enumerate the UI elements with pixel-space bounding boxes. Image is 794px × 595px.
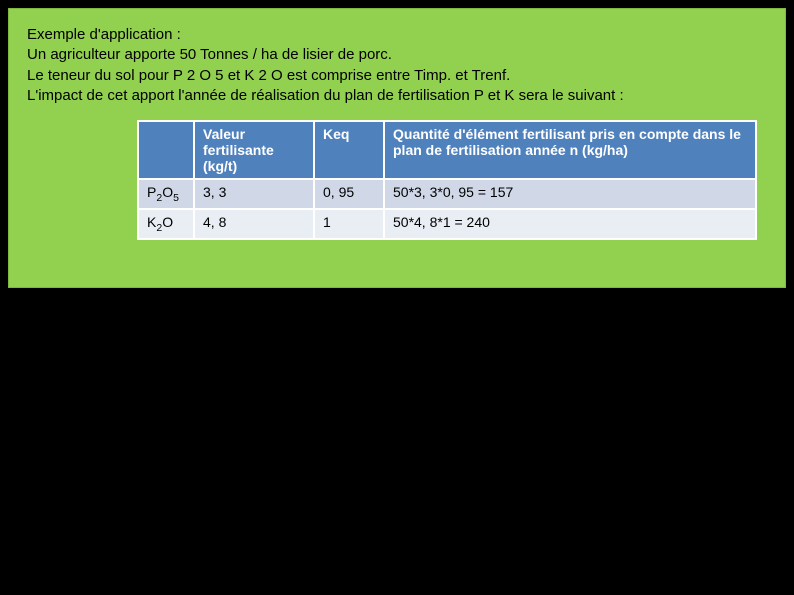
cell-keq: 1 bbox=[314, 209, 384, 239]
example-panel: Exemple d'application : Un agriculteur a… bbox=[8, 8, 786, 288]
cell-quantite: 50*4, 8*1 = 240 bbox=[384, 209, 756, 239]
intro-line-1: Un agriculteur apporte 50 Tonnes / ha de… bbox=[27, 45, 767, 65]
col-header-quantite: Quantité d'élément fertilisant pris en c… bbox=[384, 121, 756, 179]
table-row: P2O5 3, 3 0, 95 50*3, 3*0, 95 = 157 bbox=[138, 179, 756, 209]
intro-line-3: L'impact de cet apport l'année de réalis… bbox=[27, 86, 767, 106]
col-header-keq: Keq bbox=[314, 121, 384, 179]
col-header-blank bbox=[138, 121, 194, 179]
fertilisation-table: Valeur fertilisante (kg/t) Keq Quantité … bbox=[137, 120, 757, 240]
cell-valeur: 3, 3 bbox=[194, 179, 314, 209]
intro-line-2: Le teneur du sol pour P 2 O 5 et K 2 O e… bbox=[27, 66, 767, 86]
intro-title: Exemple d'application : bbox=[27, 26, 181, 43]
cell-quantite: 50*3, 3*0, 95 = 157 bbox=[384, 179, 756, 209]
cell-keq: 0, 95 bbox=[314, 179, 384, 209]
table-body: P2O5 3, 3 0, 95 50*3, 3*0, 95 = 157 K2O … bbox=[138, 179, 756, 239]
cell-element: P2O5 bbox=[138, 179, 194, 209]
cell-valeur: 4, 8 bbox=[194, 209, 314, 239]
col-header-valeur: Valeur fertilisante (kg/t) bbox=[194, 121, 314, 179]
table-header-row: Valeur fertilisante (kg/t) Keq Quantité … bbox=[138, 121, 756, 179]
fertilisation-table-wrap: Valeur fertilisante (kg/t) Keq Quantité … bbox=[137, 120, 757, 240]
cell-element: K2O bbox=[138, 209, 194, 239]
intro-text: Exemple d'application : Un agriculteur a… bbox=[27, 25, 767, 106]
table-row: K2O 4, 8 1 50*4, 8*1 = 240 bbox=[138, 209, 756, 239]
